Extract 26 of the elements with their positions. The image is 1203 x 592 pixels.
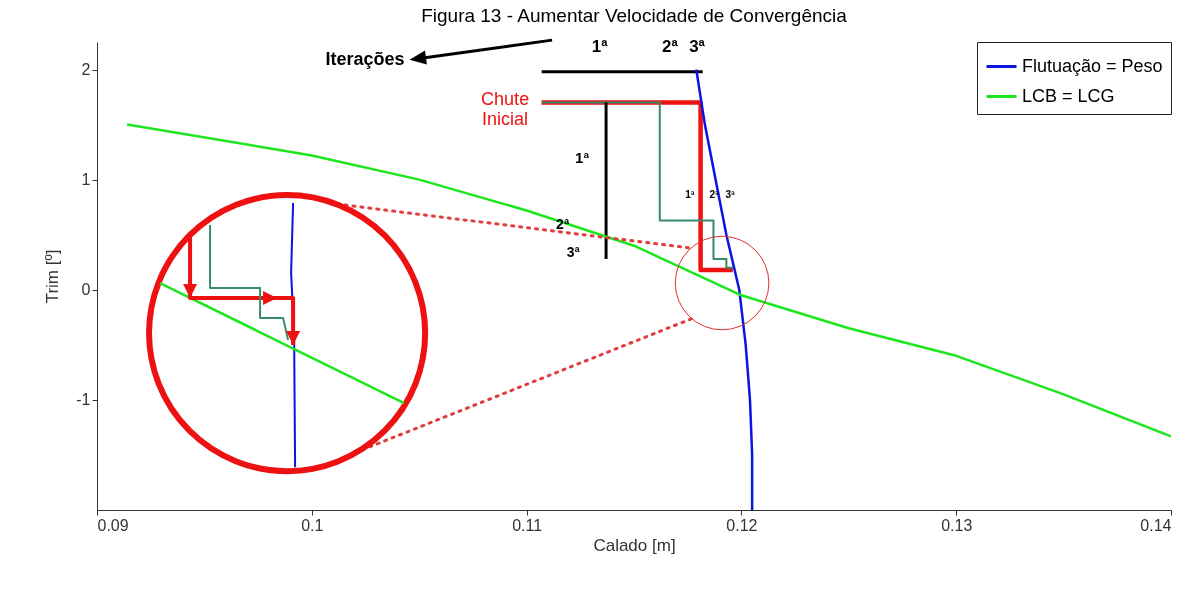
x-tick-label: 0.09	[97, 516, 129, 534]
x-tick-label: 0.1	[301, 516, 324, 534]
annotation: Chute Inicial	[481, 89, 530, 130]
x-tick-label: 0.13	[941, 516, 973, 534]
annotation: 3ª	[689, 37, 706, 57]
legend-label: Flutuação = Peso	[1022, 55, 1163, 76]
x-axis-title: Calado [m]	[593, 535, 676, 555]
y-tick-label: 0	[81, 281, 91, 299]
legend-label: LCB = LCG	[1022, 85, 1115, 106]
line-series	[125, 123, 1171, 438]
annotation: Iterações	[325, 49, 405, 70]
annotation: 3ª	[566, 244, 581, 261]
x-tick-label: 0.14	[1140, 516, 1172, 534]
annotation: 1ª	[591, 37, 609, 57]
annotation: 1ª	[575, 149, 590, 167]
chart-title: Figura 13 - Aumentar Velocidade de Convergência	[421, 5, 848, 27]
x-tick-label: 0.12	[726, 516, 758, 534]
y-tick-label: 2	[81, 61, 91, 79]
y-tick-label: -1	[76, 391, 91, 409]
annotation: 2ª	[662, 37, 679, 57]
line-series	[695, 68, 754, 510]
annotation: 1ª	[685, 189, 695, 201]
y-axis-title: Trim [º]	[43, 249, 63, 304]
annotation: 3ª	[725, 189, 736, 201]
y-tick-label: 1	[81, 171, 91, 189]
x-tick-label: 0.11	[512, 516, 543, 534]
